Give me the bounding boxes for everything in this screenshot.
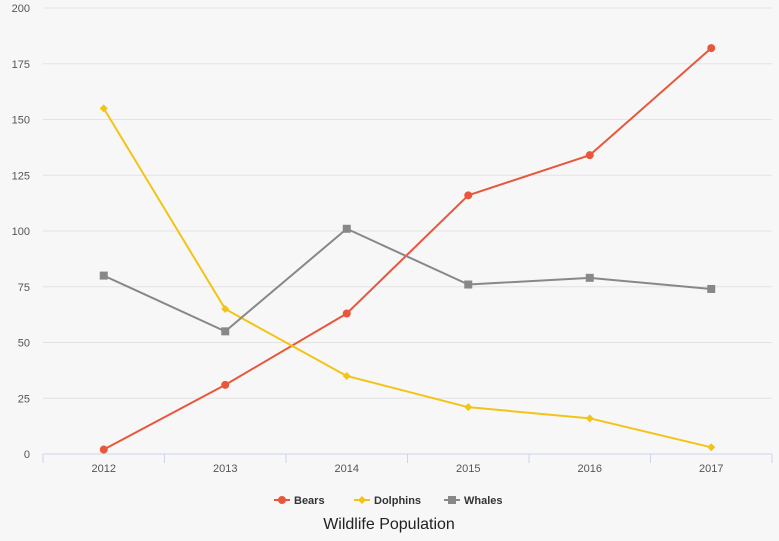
data-point-whales — [221, 327, 230, 336]
y-tick-label: 0 — [24, 449, 30, 461]
data-point-bears — [464, 191, 473, 200]
data-point-bears — [99, 445, 108, 454]
data-point-whales — [585, 273, 594, 282]
y-tick-label: 150 — [12, 115, 30, 127]
series-dolphins — [99, 104, 716, 452]
y-tick-label: 100 — [12, 226, 30, 238]
legend-item-bears[interactable]: Bears — [274, 495, 325, 507]
legend-label-dolphins: Dolphins — [374, 495, 421, 507]
y-tick-label: 50 — [18, 338, 30, 350]
series-bears — [99, 44, 716, 454]
legend-item-dolphins[interactable]: Dolphins — [354, 495, 421, 507]
data-point-bears — [221, 380, 230, 389]
data-point-dolphins — [342, 371, 351, 380]
y-tick-label: 125 — [12, 170, 30, 182]
x-tick-label: 2015 — [456, 463, 480, 475]
data-point-bears — [585, 151, 594, 160]
data-point-dolphins — [221, 305, 230, 314]
x-tick-label: 2014 — [335, 463, 359, 475]
y-tick-label: 75 — [18, 282, 30, 294]
legend-marker-whales — [448, 496, 456, 504]
y-tick-label: 175 — [12, 59, 30, 71]
y-tick-label: 25 — [18, 393, 30, 405]
series-line-whales — [102, 227, 713, 333]
data-point-dolphins — [585, 414, 594, 423]
data-point-bears — [707, 44, 716, 53]
data-point-whales — [99, 271, 108, 280]
legend-item-whales[interactable]: Whales — [444, 495, 503, 507]
legend: Bears Dolphins Whales — [274, 495, 503, 507]
data-point-whales — [464, 280, 473, 289]
series-line-dolphins — [102, 107, 713, 449]
series-whales — [99, 224, 716, 336]
data-point-dolphins — [707, 443, 716, 452]
data-point-dolphins — [99, 104, 108, 113]
legend-label-bears: Bears — [294, 495, 325, 507]
legend-marker-bears — [278, 496, 286, 504]
series-line-bears — [102, 47, 713, 451]
data-point-whales — [342, 224, 351, 233]
x-tick-label: 2013 — [213, 463, 237, 475]
grid-lines — [43, 7, 772, 399]
data-point-bears — [342, 309, 351, 318]
chart-title: Wildlife Population — [323, 516, 455, 533]
series-layer — [99, 44, 716, 454]
legend-label-whales: Whales — [464, 495, 503, 507]
y-axis-tick-labels: 0 25 50 75 100 125 150 175 200 — [12, 3, 30, 461]
x-tick-label: 2016 — [578, 463, 602, 475]
x-axis-tick-labels: 2012 2013 2014 2015 2016 2017 — [92, 463, 724, 475]
data-point-dolphins — [464, 403, 473, 412]
x-tick-label: 2017 — [699, 463, 723, 475]
y-tick-label: 200 — [12, 3, 30, 15]
x-tick-label: 2012 — [92, 463, 116, 475]
data-point-whales — [707, 284, 716, 293]
legend-marker-dolphins — [358, 496, 366, 504]
x-axis — [42, 453, 773, 463]
